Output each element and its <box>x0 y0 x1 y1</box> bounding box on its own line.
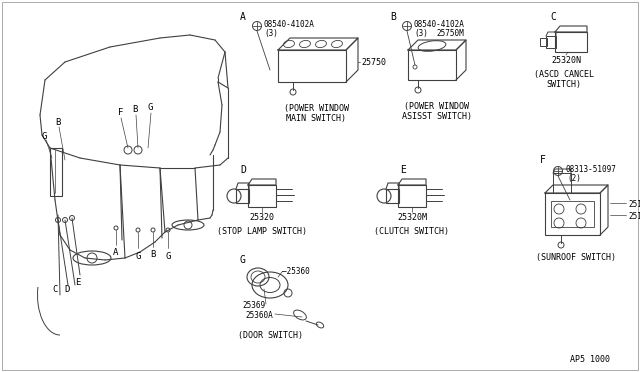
Text: —25360: —25360 <box>282 267 310 276</box>
Text: A: A <box>240 12 246 22</box>
Bar <box>386 189 399 203</box>
Bar <box>278 50 346 82</box>
Text: 08313-51097: 08313-51097 <box>565 165 616 174</box>
Text: G: G <box>135 252 141 261</box>
Text: G: G <box>165 252 171 261</box>
Text: F: F <box>540 155 546 165</box>
Text: C: C <box>52 285 58 294</box>
Text: (2): (2) <box>567 174 581 183</box>
Text: (3): (3) <box>264 29 278 38</box>
Text: (ASCD CANCEL: (ASCD CANCEL <box>534 70 594 79</box>
Text: SWITCH): SWITCH) <box>547 80 582 89</box>
Text: (STOP LAMP SWITCH): (STOP LAMP SWITCH) <box>217 227 307 236</box>
Text: D: D <box>240 165 246 175</box>
Text: 08540-4102A: 08540-4102A <box>414 20 465 29</box>
Text: A: A <box>113 248 118 257</box>
Text: D: D <box>64 285 70 294</box>
Bar <box>408 50 456 80</box>
Text: 25750: 25750 <box>361 58 386 67</box>
Bar <box>50 148 62 196</box>
Text: (DOOR SWITCH): (DOOR SWITCH) <box>237 331 303 340</box>
Text: (POWER WINDOW: (POWER WINDOW <box>404 102 470 111</box>
Bar <box>551 201 594 227</box>
Text: E: E <box>400 165 406 175</box>
Text: (3): (3) <box>414 29 428 38</box>
Text: F: F <box>118 108 124 117</box>
Bar <box>545 193 600 235</box>
Bar <box>248 185 276 207</box>
Bar <box>553 173 571 193</box>
Text: G: G <box>148 103 154 112</box>
Text: 25320M: 25320M <box>397 213 427 222</box>
Text: (POWER WINDOW: (POWER WINDOW <box>284 104 349 113</box>
Text: 25197: 25197 <box>628 200 640 209</box>
Text: (CLUTCH SWITCH): (CLUTCH SWITCH) <box>374 227 449 236</box>
Text: 25320: 25320 <box>250 213 275 222</box>
Text: ASISST SWITCH): ASISST SWITCH) <box>402 112 472 121</box>
Text: (SUNROOF SWITCH): (SUNROOF SWITCH) <box>536 253 616 262</box>
Text: 25360A: 25360A <box>245 311 273 320</box>
Text: 08540-4102A: 08540-4102A <box>264 20 315 29</box>
Text: G: G <box>42 132 47 141</box>
Bar <box>555 32 587 52</box>
Bar <box>546 36 556 48</box>
Text: E: E <box>76 278 81 287</box>
Text: B: B <box>150 250 156 259</box>
Text: B: B <box>132 105 138 114</box>
Text: G: G <box>240 255 246 265</box>
Bar <box>236 189 249 203</box>
Bar <box>540 38 547 46</box>
Text: 25369: 25369 <box>242 301 265 310</box>
Bar <box>398 185 426 207</box>
Text: MAIN SWITCH): MAIN SWITCH) <box>286 114 346 123</box>
Text: B: B <box>390 12 396 22</box>
Text: 25750M: 25750M <box>436 29 464 38</box>
Text: AP5 1000: AP5 1000 <box>570 355 610 364</box>
Text: C: C <box>550 12 556 22</box>
Text: 25320N: 25320N <box>551 56 581 65</box>
Text: B: B <box>55 118 60 127</box>
Text: 25190: 25190 <box>628 212 640 221</box>
